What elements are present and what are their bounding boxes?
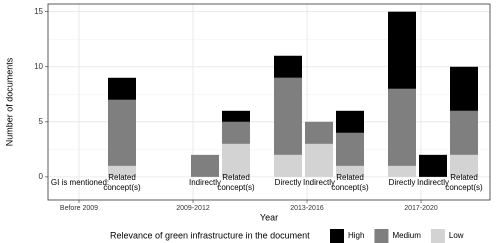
bar-label: Indirectly (188, 177, 222, 187)
bar-label: Related concept(s) (217, 172, 255, 192)
bar-segment (108, 99, 136, 166)
bar-label: Directly (388, 177, 416, 187)
annotation: GI is mentioned: (50, 177, 110, 187)
bar-label: Indirectly (416, 177, 450, 187)
bar-segment (388, 88, 416, 166)
bar-segment (450, 66, 478, 111)
bar-segment (336, 132, 364, 166)
bar-segment (274, 77, 302, 155)
y-tick-label: 5 (39, 117, 44, 126)
plot-border (47, 3, 491, 201)
x-tick-label: 2013-2016 (290, 205, 324, 212)
bar-segment (305, 121, 333, 144)
bar-segment (419, 154, 447, 177)
y-axis-label: Number of documents (4, 57, 14, 146)
x-tick-label: 2009-2012 (176, 205, 210, 212)
legend-swatch (374, 229, 389, 243)
bar-segment (305, 143, 333, 177)
bar-segment (450, 110, 478, 155)
bar-segment (191, 154, 219, 177)
bar-label: Directly (274, 177, 302, 187)
x-tick-label: Before 2009 (60, 205, 98, 212)
legend-label: Low (449, 231, 464, 240)
bar-label: Related concept(s) (331, 172, 369, 192)
bar-label: Indirectly (302, 177, 336, 187)
y-tick-label: 10 (34, 62, 43, 71)
x-tick-label: 2017-2020 (404, 205, 438, 212)
bar-segment (222, 121, 250, 144)
y-tick-label: 15 (34, 7, 43, 16)
legend-title: Relevance of green infrastructure in the… (110, 230, 310, 240)
bar-segment (388, 165, 416, 177)
legend-swatch (330, 229, 344, 243)
bar-segment (336, 165, 364, 177)
bar-segment (388, 11, 416, 89)
bar-label: Related concept(s) (445, 172, 483, 192)
legend-swatch (430, 229, 445, 243)
bar-segment (450, 154, 478, 177)
y-tick-label: 0 (39, 172, 44, 181)
bar-segment (108, 77, 136, 100)
bar-segment (274, 154, 302, 177)
bar-label: Related concept(s) (103, 172, 141, 192)
bar-segment (274, 55, 302, 78)
bar-segment (336, 110, 364, 133)
legend-label: High (348, 231, 364, 240)
legend-label: Medium (392, 231, 421, 240)
bar-segment (222, 110, 250, 122)
x-axis-label: Year (260, 212, 278, 222)
bar-segment (108, 165, 136, 177)
bar-segment (222, 143, 250, 177)
